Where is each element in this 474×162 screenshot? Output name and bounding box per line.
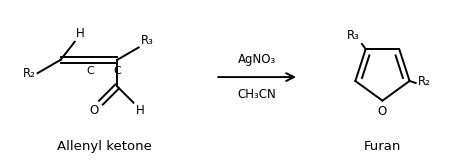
Text: H: H	[76, 27, 85, 40]
Text: Allenyl ketone: Allenyl ketone	[57, 140, 152, 153]
Text: C: C	[113, 66, 121, 76]
Text: H: H	[136, 104, 144, 117]
Text: R₃: R₃	[347, 29, 360, 42]
Text: R₂: R₂	[418, 75, 431, 88]
Text: CH₃CN: CH₃CN	[238, 88, 276, 101]
Text: C: C	[87, 66, 94, 76]
Text: Furan: Furan	[364, 140, 401, 153]
Text: R₃: R₃	[141, 34, 154, 46]
Text: O: O	[378, 105, 387, 118]
Text: O: O	[89, 104, 99, 117]
Text: R₂: R₂	[23, 67, 36, 80]
Text: AgNO₃: AgNO₃	[238, 53, 276, 66]
